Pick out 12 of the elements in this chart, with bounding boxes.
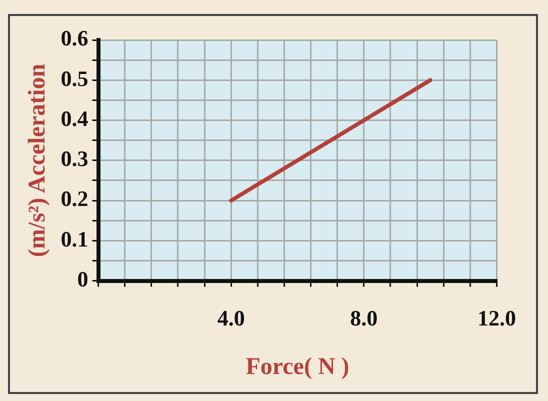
y-tick-label: 0.6 — [60, 26, 88, 51]
y-tick-label: 0.2 — [60, 186, 88, 212]
y-tick-label: 0.4 — [60, 106, 88, 131]
x-axis-title: Force( N ) — [246, 354, 350, 380]
x-tick-label: 8.0 — [350, 306, 378, 331]
x-tick-label: 4.0 — [217, 306, 245, 331]
y-tick-label: 0 — [77, 266, 88, 292]
y-tick-label: 0.3 — [60, 146, 88, 172]
y-tick-label: 0.1 — [60, 226, 88, 252]
y-tick-label: 0.5 — [60, 66, 88, 91]
x-tick-label: 12.0 — [478, 306, 516, 331]
y-axis-title: (m/s²) Acceleration — [24, 64, 51, 257]
